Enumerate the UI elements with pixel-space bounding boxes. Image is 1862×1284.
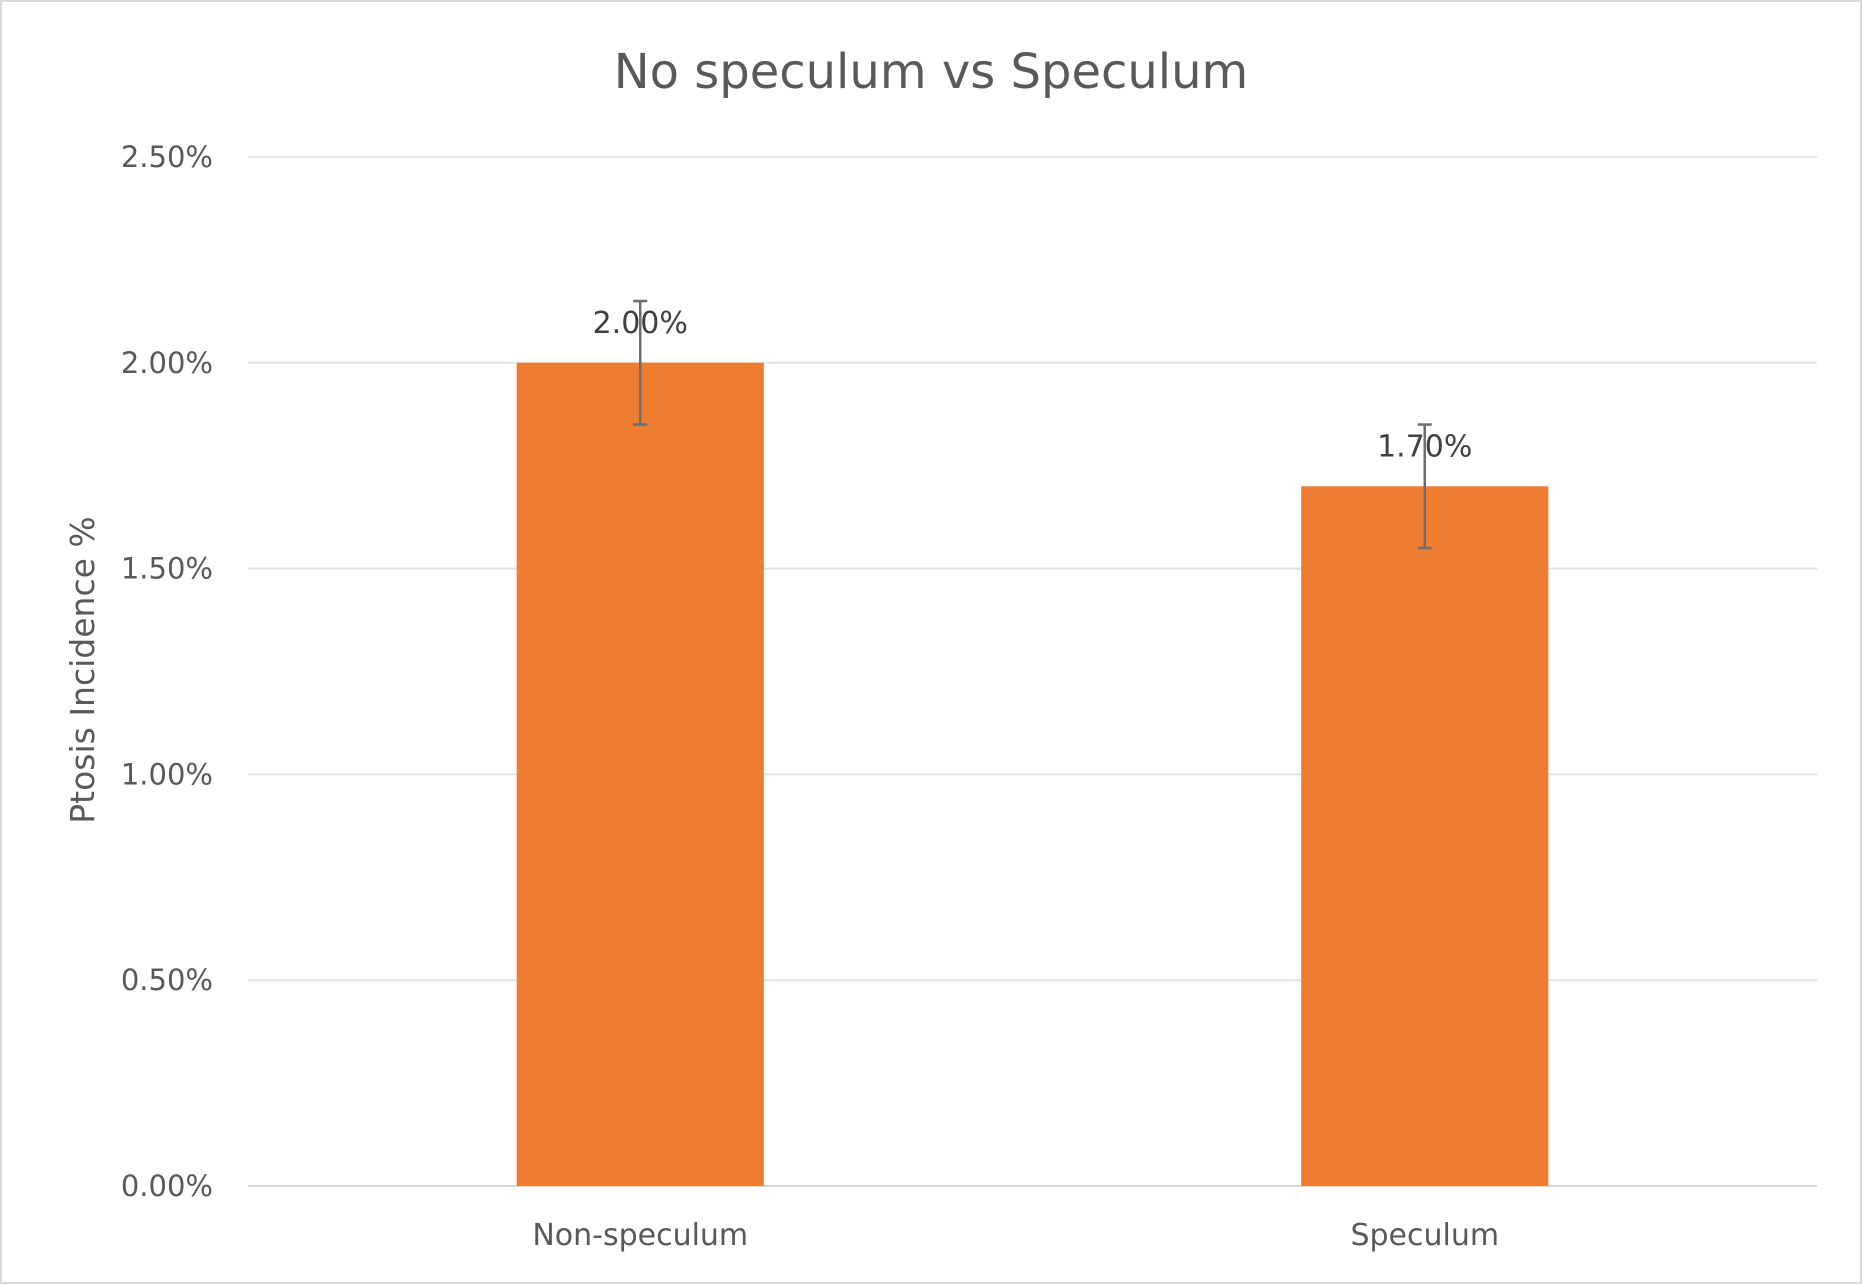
bar-non-speculum xyxy=(516,362,764,1186)
bar-speculum xyxy=(1301,486,1549,1186)
y-tick-label: 2.50% xyxy=(121,140,213,174)
y-tick-labels: 0.00% 0.50% 1.00% 1.50% 2.00% 2.50% xyxy=(121,140,213,1203)
category-labels: Non-speculum Speculum xyxy=(532,1218,1499,1253)
error-bars xyxy=(633,299,1432,550)
y-tick-label: 1.00% xyxy=(121,757,213,791)
chart-title: No speculum vs Speculum xyxy=(614,44,1249,100)
y-tick-label: 0.50% xyxy=(121,963,213,997)
gridlines xyxy=(248,156,1817,1187)
category-label: Non-speculum xyxy=(532,1218,748,1253)
y-tick-label: 2.00% xyxy=(121,346,213,380)
category-label: Speculum xyxy=(1350,1218,1499,1253)
y-tick-label: 0.00% xyxy=(121,1169,213,1203)
y-axis-title: Ptosis Incidence % xyxy=(63,516,102,824)
data-labels: 2.00% 1.70% xyxy=(593,306,1473,464)
data-label: 1.70% xyxy=(1377,429,1472,464)
y-tick-label: 1.50% xyxy=(121,552,213,586)
bars xyxy=(516,362,1549,1186)
data-label: 2.00% xyxy=(593,306,688,341)
